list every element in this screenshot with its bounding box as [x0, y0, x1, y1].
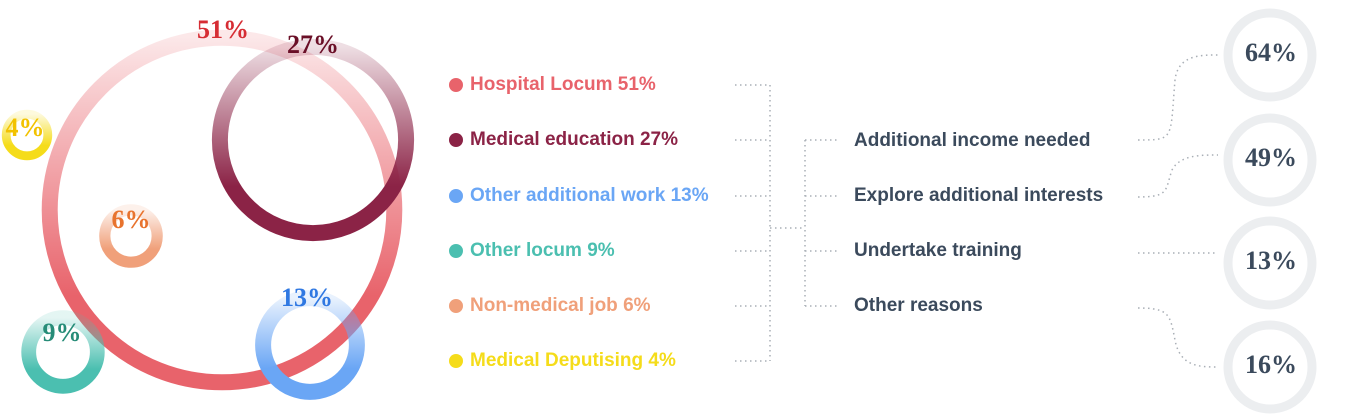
- reason-ring: [1223, 320, 1317, 414]
- reason-label: Other reasons: [854, 295, 983, 316]
- legend-label: Hospital Locum 51%: [470, 74, 656, 95]
- legend-value: 4%: [648, 350, 676, 371]
- legend-dot: [449, 354, 463, 368]
- reason-label: Additional income needed: [854, 130, 1090, 151]
- legend-value: 51%: [618, 74, 656, 95]
- ring: [1, 109, 53, 161]
- legend-dot: [449, 78, 463, 92]
- legend-name: Hospital Locum: [470, 74, 613, 95]
- legend-label: Medical Deputising 4%: [470, 350, 676, 371]
- legend-name: Medical Deputising: [470, 350, 643, 371]
- legend-label: Other locum 9%: [470, 240, 615, 261]
- ring: [99, 204, 163, 268]
- ring: [21, 310, 105, 394]
- legend-name: Medical education: [470, 129, 635, 150]
- reason-ring: [1223, 8, 1317, 102]
- legend-value: 13%: [671, 185, 709, 206]
- reason-value: 64%: [1245, 38, 1297, 67]
- reason-ring: [1223, 216, 1317, 310]
- legend-value: 6%: [623, 295, 651, 316]
- reason-value: 49%: [1245, 143, 1297, 172]
- ring-label: 13%: [281, 283, 333, 312]
- legend-name: Other additional work: [470, 185, 666, 206]
- ring: [41, 29, 403, 391]
- ring: [211, 38, 415, 242]
- reason-label: Explore additional interests: [854, 185, 1103, 206]
- ring-label: 9%: [43, 318, 82, 347]
- ring: [255, 290, 365, 400]
- legend-name: Other locum: [470, 240, 582, 261]
- legend-dot: [449, 299, 463, 313]
- legend-value: 9%: [587, 240, 615, 261]
- legend-name: Non-medical job: [470, 295, 618, 316]
- reason-value: 13%: [1245, 246, 1297, 275]
- legend-dot: [449, 244, 463, 258]
- ring-label: 27%: [287, 30, 339, 59]
- legend-value: 27%: [640, 129, 678, 150]
- legend-label: Other additional work 13%: [470, 185, 709, 206]
- legend-dot: [449, 133, 463, 147]
- connectors: [735, 54, 1219, 368]
- legend-label: Medical education 27%: [470, 129, 678, 150]
- reason-ring: [1223, 113, 1317, 207]
- ring-label: 51%: [197, 15, 249, 44]
- reason-value: 16%: [1245, 350, 1297, 379]
- legend-label: Non-medical job 6%: [470, 295, 651, 316]
- reason-label: Undertake training: [854, 240, 1022, 261]
- ring-label: 4%: [6, 113, 45, 142]
- ring-label: 6%: [112, 205, 151, 234]
- legend-dot: [449, 189, 463, 203]
